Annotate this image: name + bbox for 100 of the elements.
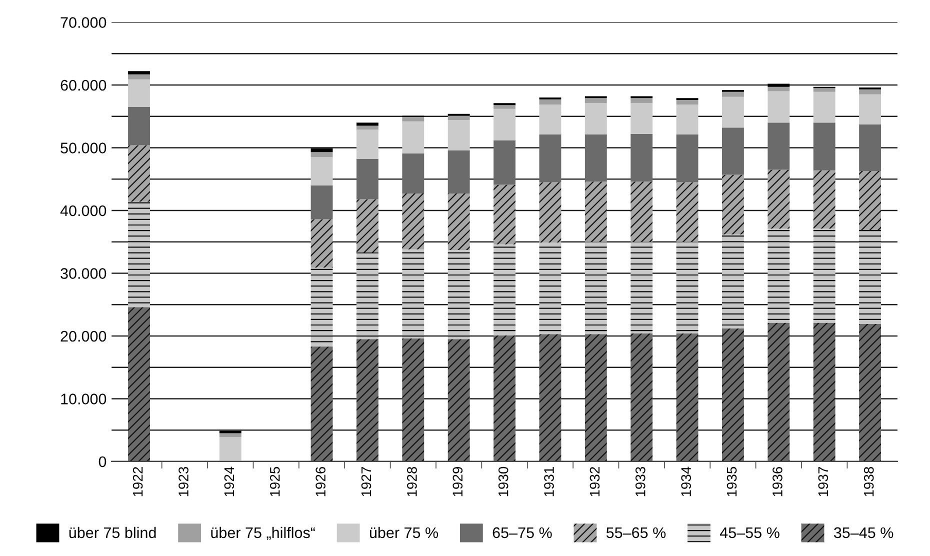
bar [768,84,790,87]
bar [539,104,562,135]
bar [676,242,698,334]
bar [356,339,378,462]
y-tick-label: 0 [98,456,106,468]
x-tick-label: 1934 [681,466,692,496]
bar [722,328,744,462]
bar [128,106,150,146]
bar [859,230,881,324]
bar [676,100,698,104]
bar [310,157,333,186]
bar [448,250,470,340]
bar [676,333,698,462]
bar [722,92,744,97]
bar [448,339,470,462]
bar [402,338,424,462]
bar [722,174,744,234]
bar [768,122,790,170]
bar [310,268,333,347]
bar [402,121,424,154]
legend-label: 35–45 % [834,527,894,538]
bar [448,150,470,194]
bar [722,96,744,128]
bar [402,249,424,338]
bar [768,322,790,462]
bar [448,116,470,120]
bar [859,124,881,171]
y-tick-label: 30.000 [60,268,106,279]
bar [494,108,516,140]
x-tick-label: 1932 [590,467,600,496]
bar [584,334,607,462]
bar [356,122,378,126]
bar [448,120,470,150]
bar [219,437,242,462]
bar [402,194,424,250]
bar [494,184,516,244]
bar [768,170,790,229]
y-tick-label: 10.000 [61,394,106,404]
bar [584,103,607,135]
bar [128,307,150,462]
bar [813,322,836,462]
x-tick-label: 1933 [635,466,646,496]
bar [676,134,698,182]
bar [128,79,150,107]
y-tick-label: 50.000 [60,142,106,154]
bar [676,182,698,242]
x-tick-label: 1928 [407,466,417,496]
bar [768,228,790,323]
bar [310,152,333,158]
bar [356,159,378,200]
bar [219,433,242,438]
bar [813,228,836,323]
bar [356,130,378,160]
bar [539,182,562,242]
bar [402,116,424,122]
x-tick-label: 1925 [270,466,280,496]
bar [128,145,150,202]
bar [494,105,516,109]
bar [356,252,378,340]
legend-label: über 75 blind [69,526,156,538]
bar [128,71,150,74]
bar [768,86,790,92]
bar [859,324,881,462]
bar [722,128,744,175]
y-tick-label: 60.000 [60,80,106,91]
bar [584,182,607,242]
x-tick-label: 1937 [818,467,828,496]
bar [356,126,378,130]
bar [584,98,607,104]
legend-label: 65–75 % [492,527,552,538]
x-tick-label: 1929 [452,466,463,496]
bar [310,185,333,220]
bar [859,94,881,125]
x-tick-label: 1923 [178,466,188,496]
bar [630,242,653,334]
bar [128,202,150,308]
bar [448,194,470,250]
legend-label: über 75 % [370,526,438,538]
bar [128,74,150,80]
bar [356,199,378,253]
bar [539,134,562,182]
bar [539,242,562,334]
y-tick-label: 20.000 [60,330,106,342]
bar [402,153,424,194]
legend-label: 55–65 % [606,527,666,538]
x-tick-label: 1935 [726,466,737,496]
x-tick-label: 1927 [361,467,372,496]
bar [584,242,607,334]
bar [813,88,836,92]
bar [768,91,790,123]
bar [310,219,333,268]
bar [630,182,653,242]
x-tick-label: 1936 [772,466,782,496]
bar [813,170,836,229]
y-tick-label: 40.000 [60,205,106,216]
bar [859,170,881,230]
bar [310,346,333,462]
bar [676,104,698,135]
bar [722,234,744,328]
bar [630,134,653,182]
